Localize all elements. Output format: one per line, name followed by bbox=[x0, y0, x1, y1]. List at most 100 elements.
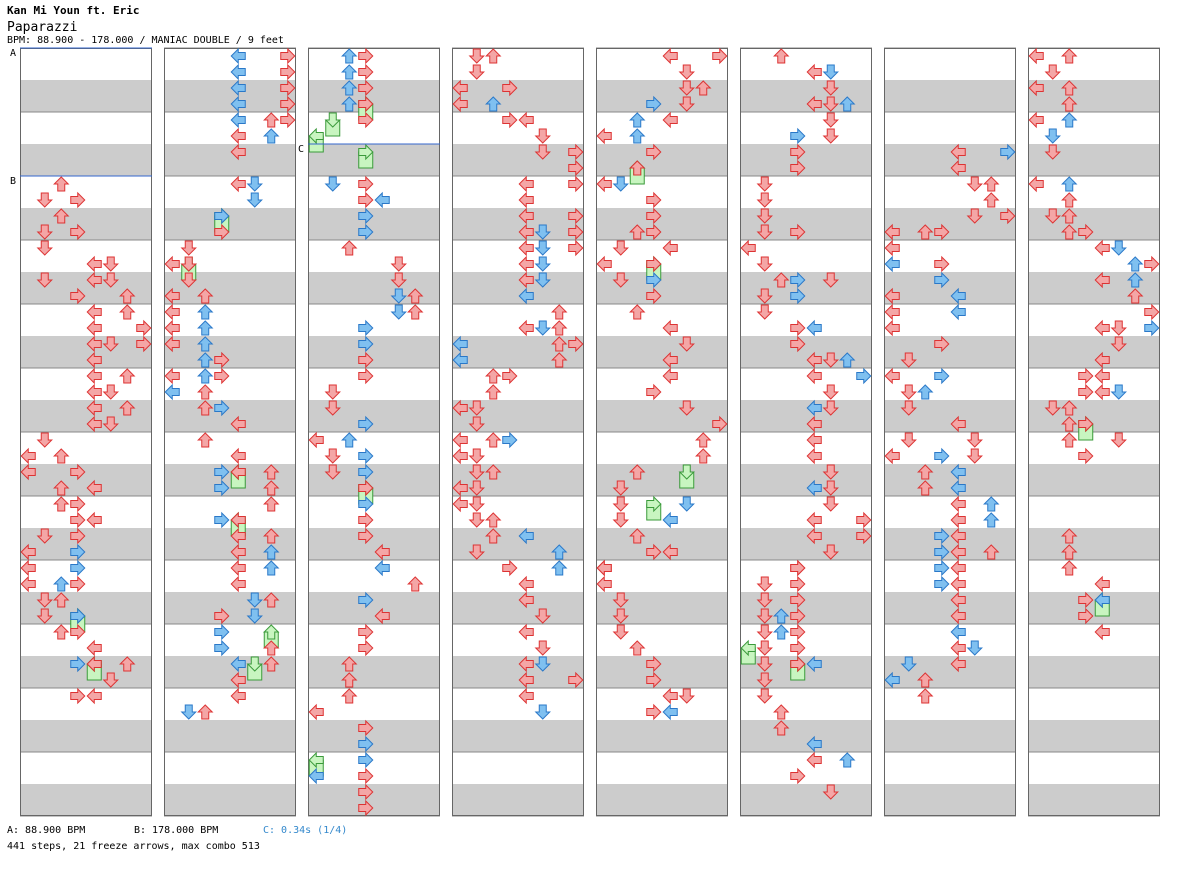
step-arrow bbox=[551, 304, 568, 320]
step-arrow bbox=[1044, 144, 1061, 160]
step-arrow bbox=[452, 79, 468, 97]
chart-info: BPM: 88.900 - 178.000 / MANIAC DOUBLE / … bbox=[7, 35, 284, 46]
freeze-head bbox=[263, 624, 280, 640]
step-arrow bbox=[1110, 240, 1127, 256]
step-arrow bbox=[324, 448, 341, 464]
step-arrow bbox=[341, 240, 358, 256]
step-arrow bbox=[1061, 112, 1078, 128]
beat-band bbox=[164, 464, 296, 496]
step-arrow bbox=[518, 687, 534, 705]
beat-band bbox=[20, 784, 152, 816]
step-arrow bbox=[1078, 607, 1094, 625]
step-arrow bbox=[662, 351, 678, 369]
step-arrow bbox=[197, 320, 214, 336]
step-arrow bbox=[612, 512, 629, 528]
step-arrow bbox=[646, 543, 662, 561]
step-arrow bbox=[662, 703, 678, 721]
step-arrow bbox=[790, 623, 806, 641]
step-arrow bbox=[822, 272, 839, 288]
step-arrow bbox=[646, 223, 662, 241]
beat-band bbox=[164, 592, 296, 624]
step-arrow bbox=[485, 96, 502, 112]
step-arrow bbox=[70, 543, 86, 561]
step-arrow bbox=[230, 559, 246, 577]
step-arrow bbox=[214, 639, 230, 657]
step-arrow bbox=[917, 480, 934, 496]
step-arrow bbox=[214, 351, 230, 369]
step-arrow bbox=[950, 623, 966, 641]
step-arrow bbox=[358, 207, 374, 225]
step-arrow bbox=[70, 575, 86, 593]
step-arrow bbox=[452, 95, 468, 113]
step-arrow bbox=[20, 447, 36, 465]
beat-band bbox=[308, 400, 440, 432]
step-arrow bbox=[1061, 224, 1078, 240]
step-arrow bbox=[518, 207, 534, 225]
step-arrow bbox=[164, 255, 180, 273]
step-arrow bbox=[518, 223, 534, 241]
step-arrow bbox=[86, 383, 102, 401]
step-arrow bbox=[230, 671, 246, 689]
step-arrow bbox=[934, 335, 950, 353]
beat-band bbox=[164, 336, 296, 368]
step-arrow bbox=[629, 464, 646, 480]
step-arrow bbox=[695, 432, 712, 448]
step-arrow bbox=[246, 592, 263, 608]
step-arrow bbox=[839, 96, 856, 112]
beat-band bbox=[164, 400, 296, 432]
step-chart: A B C bbox=[10, 47, 1160, 817]
step-arrow bbox=[950, 287, 966, 305]
step-arrow bbox=[900, 352, 917, 368]
beat-band bbox=[884, 80, 1016, 112]
step-arrow bbox=[822, 464, 839, 480]
step-arrow bbox=[214, 223, 230, 241]
step-arrow bbox=[452, 335, 468, 353]
step-arrow bbox=[452, 447, 468, 465]
step-arrow bbox=[358, 47, 374, 65]
beat-band bbox=[308, 464, 440, 496]
step-arrow bbox=[358, 463, 374, 481]
step-arrow bbox=[1094, 351, 1110, 369]
step-arrow bbox=[1094, 591, 1110, 609]
beat-band bbox=[20, 720, 152, 752]
beat-band bbox=[596, 656, 728, 688]
step-arrow bbox=[662, 511, 678, 529]
step-arrow bbox=[197, 336, 214, 352]
step-arrow bbox=[36, 608, 53, 624]
step-arrow bbox=[468, 416, 485, 432]
step-arrow bbox=[1094, 239, 1110, 257]
step-arrow bbox=[136, 319, 152, 337]
step-arrow bbox=[773, 704, 790, 720]
step-arrow bbox=[1044, 400, 1061, 416]
step-arrow bbox=[900, 400, 917, 416]
beat-band bbox=[1028, 720, 1160, 752]
beat-band bbox=[596, 464, 728, 496]
step-arrow bbox=[246, 608, 263, 624]
step-arrow bbox=[822, 400, 839, 416]
step-arrow bbox=[646, 95, 662, 113]
step-arrow bbox=[662, 239, 678, 257]
step-arrow bbox=[568, 335, 584, 353]
step-arrow bbox=[756, 192, 773, 208]
freeze-head bbox=[308, 127, 324, 145]
step-arrow bbox=[1028, 111, 1044, 129]
step-arrow bbox=[568, 159, 584, 177]
step-arrow bbox=[164, 319, 180, 337]
step-arrow bbox=[374, 543, 390, 561]
step-arrow bbox=[662, 111, 678, 129]
beat-band bbox=[884, 464, 1016, 496]
step-arrow bbox=[596, 255, 612, 273]
step-arrow bbox=[324, 464, 341, 480]
beat-band bbox=[164, 528, 296, 560]
step-arrow bbox=[822, 96, 839, 112]
step-arrow bbox=[70, 687, 86, 705]
step-arrow bbox=[551, 336, 568, 352]
step-arrow bbox=[1061, 544, 1078, 560]
step-arrow bbox=[917, 384, 934, 400]
step-arrow bbox=[390, 304, 407, 320]
step-arrow bbox=[246, 192, 263, 208]
step-arrow bbox=[468, 464, 485, 480]
step-arrow bbox=[358, 111, 374, 129]
step-arrow bbox=[950, 527, 966, 545]
beat-band bbox=[164, 144, 296, 176]
